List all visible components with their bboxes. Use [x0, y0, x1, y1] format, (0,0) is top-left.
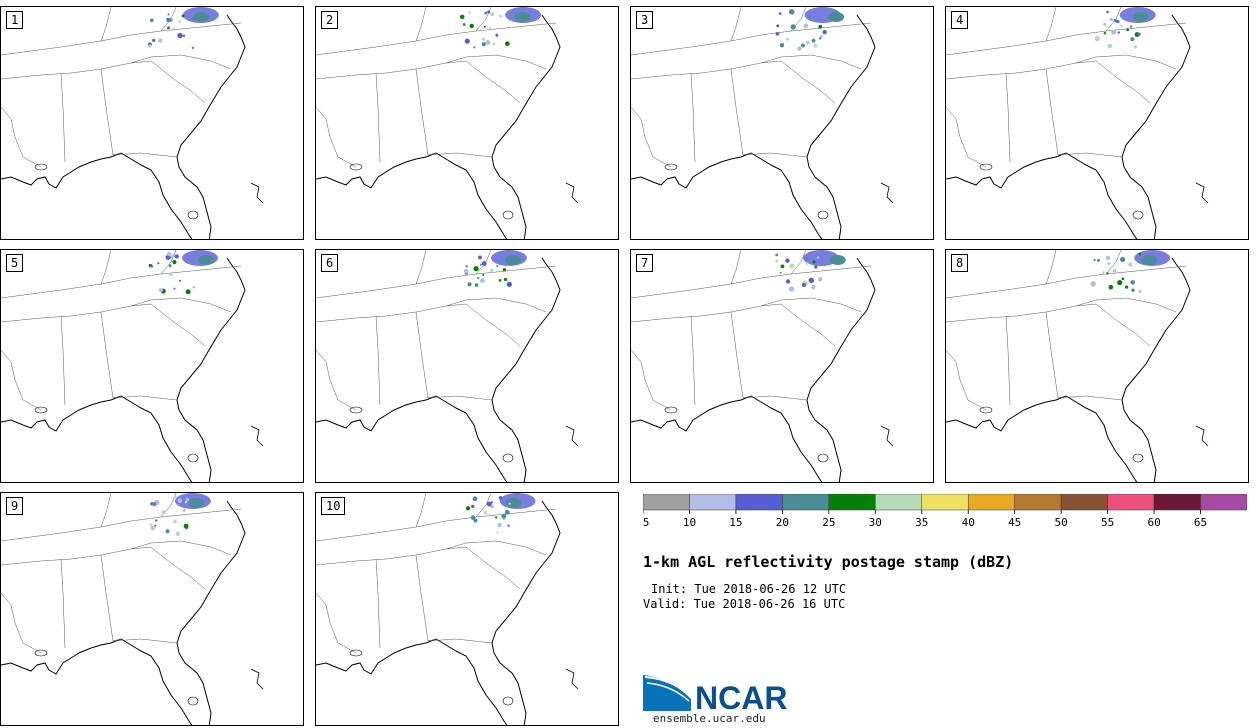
colorbar-swatch [921, 494, 969, 511]
colorbar-swatch [782, 494, 830, 511]
stamp-panel-9[interactable]: 9 [0, 492, 304, 726]
reflectivity-echoes [775, 250, 846, 292]
site-url[interactable]: ensemble.ucar.edu [653, 712, 766, 725]
member-number: 7 [636, 254, 654, 272]
colorbar-tick-label: 5 [643, 516, 649, 529]
member-number: 4 [951, 11, 969, 29]
member-number: 10 [321, 497, 346, 515]
colorbar-swatch [828, 494, 876, 511]
stamp-panel-6[interactable]: 6 [315, 249, 619, 483]
stamp-panel-4[interactable]: 4 [945, 6, 1249, 240]
member-number: 5 [6, 254, 24, 272]
member-number: 9 [6, 497, 24, 515]
reflectivity-echoes [147, 7, 219, 50]
reflectivity-echoes [1090, 250, 1171, 293]
member-number: 2 [321, 11, 339, 29]
colorbar-tick-label: 55 [1101, 516, 1114, 529]
colorbar-tick-label: 60 [1147, 516, 1160, 529]
reflectivity-echoes [459, 7, 542, 49]
colorbar-tick-label: 40 [962, 516, 975, 529]
valid-time: Valid: Tue 2018-06-26 16 UTC [643, 597, 846, 611]
colorbar-tick-label: 25 [822, 516, 835, 529]
member-number: 3 [636, 11, 654, 29]
reflectivity-echoes [149, 493, 211, 536]
reflectivity-echoes [465, 493, 536, 534]
colorbar-swatch [1014, 494, 1062, 511]
colorbar-swatch [1060, 494, 1108, 511]
member-number: 1 [6, 11, 24, 29]
colorbar-tick-label: 20 [776, 516, 789, 529]
member-number: 8 [951, 254, 969, 272]
colorbar-swatch [1107, 494, 1155, 511]
colorbar-tick-label: 65 [1194, 516, 1207, 529]
ncar-logo-mark: NCAR [643, 675, 787, 716]
stamp-panel-3[interactable]: 3 [630, 6, 934, 240]
reflectivity-echoes [775, 7, 845, 51]
reflectivity-echoes [463, 250, 527, 288]
stamp-panel-7[interactable]: 7 [630, 249, 934, 483]
reflectivity-echoes [1094, 7, 1156, 49]
colorbar-swatch [967, 494, 1015, 511]
stamp-panel-10[interactable]: 10 [315, 492, 619, 726]
colorbar-swatch [643, 494, 690, 511]
stamp-panel-8[interactable]: 8 [945, 249, 1249, 483]
ncar-logo[interactable]: NCAR [643, 671, 803, 716]
colorbar-swatch [1200, 494, 1247, 511]
svg-text:NCAR: NCAR [695, 680, 787, 715]
colorbar-swatch [1153, 494, 1201, 511]
chart-title: 1-km AGL reflectivity postage stamp (dBZ… [643, 553, 1014, 571]
colorbar-tick-label: 15 [729, 516, 742, 529]
colorbar-swatch [735, 494, 783, 511]
colorbar-swatch [689, 494, 737, 511]
member-number: 6 [321, 254, 339, 272]
stamp-panel-2[interactable]: 2 [315, 6, 619, 240]
reflectivity-echoes [148, 250, 218, 295]
colorbar-tick-label: 35 [915, 516, 928, 529]
colorbar-legend: 5 10 15 20 25 30 35 40 45 50 55 60 65 [643, 494, 1247, 529]
colorbar-swatch [875, 494, 923, 511]
colorbar-tick-label: 10 [683, 516, 696, 529]
colorbar-tick-label: 30 [869, 516, 882, 529]
init-time: Init: Tue 2018-06-26 12 UTC [651, 582, 847, 596]
colorbar-tick-label: 45 [1008, 516, 1021, 529]
colorbar-tick-label: 50 [1055, 516, 1068, 529]
stamp-panel-5[interactable]: 5 [0, 249, 304, 483]
stamp-panel-1[interactable]: 1 [0, 6, 304, 240]
